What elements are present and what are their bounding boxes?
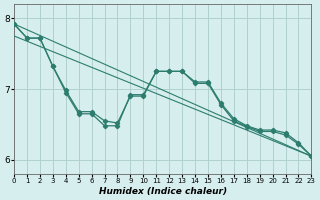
X-axis label: Humidex (Indice chaleur): Humidex (Indice chaleur) (99, 187, 227, 196)
